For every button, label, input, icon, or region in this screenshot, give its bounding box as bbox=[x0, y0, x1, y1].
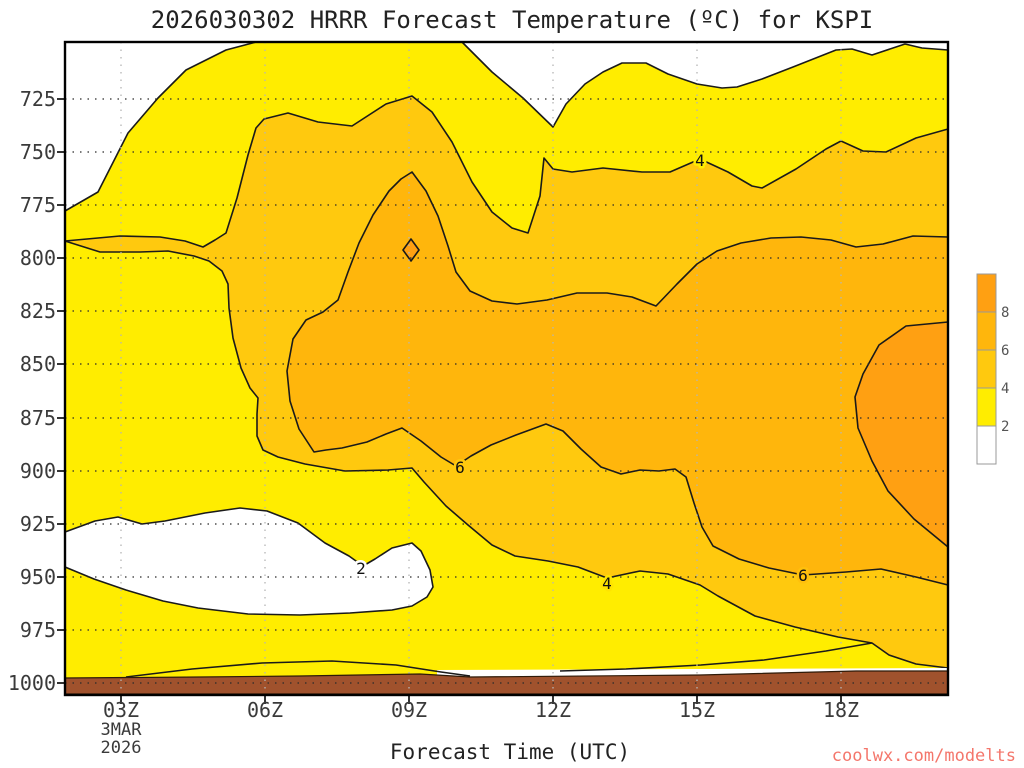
contour-fills bbox=[64, 41, 949, 695]
ylabel-950: 950 bbox=[20, 565, 56, 589]
x-axis-title: Forecast Time (UTC) bbox=[390, 740, 630, 764]
fill-diamond-gt8 bbox=[402, 238, 420, 262]
contour-labels: 4 6 2 4 6 bbox=[354, 149, 811, 596]
y-axis-ticks bbox=[57, 98, 65, 684]
xlabel-15z: 15Z bbox=[679, 698, 715, 722]
contour-label-2-low: 2 bbox=[356, 559, 366, 578]
ylabel-750: 750 bbox=[20, 140, 56, 164]
colorbar-segment-2-4 bbox=[976, 387, 997, 427]
colorbar: 8 6 4 2 bbox=[976, 273, 1009, 465]
colorbar-label-2: 2 bbox=[1001, 419, 1009, 435]
ylabel-900: 900 bbox=[20, 459, 56, 483]
ylabel-1000: 1000 bbox=[8, 671, 56, 695]
colorbar-label-8: 8 bbox=[1001, 305, 1009, 321]
contour-label-4-low: 4 bbox=[602, 574, 612, 593]
chart-title: 2026030302 HRRR Forecast Temperature (ºC… bbox=[151, 6, 873, 34]
start-date-year: 2026 bbox=[101, 738, 142, 758]
watermark-link[interactable]: coolwx.com/modelts bbox=[832, 746, 1016, 766]
colorbar-segment-gt8 bbox=[976, 273, 997, 313]
start-date-day-month: 3MAR bbox=[101, 720, 143, 740]
xlabel-12z: 12Z bbox=[535, 698, 571, 722]
xlabel-06z: 06Z bbox=[247, 698, 283, 722]
ylabel-825: 825 bbox=[20, 299, 56, 323]
ylabel-800: 800 bbox=[20, 246, 56, 270]
plot-border bbox=[63, 40, 950, 697]
contour-line-surface-arc bbox=[125, 660, 471, 678]
ylabel-875: 875 bbox=[20, 406, 56, 430]
ylabel-975: 975 bbox=[20, 618, 56, 642]
colorbar-segment-lt2 bbox=[976, 425, 997, 465]
ylabel-775: 775 bbox=[20, 193, 56, 217]
x-axis-ticks bbox=[120, 695, 842, 704]
ylabel-850: 850 bbox=[20, 352, 56, 376]
colorbar-segment-4-6 bbox=[976, 349, 997, 389]
contour-line-wedge-bottom bbox=[559, 642, 873, 672]
horizontal-gridlines bbox=[65, 98, 948, 684]
fill-band-6-8 bbox=[286, 171, 949, 586]
colorbar-label-6: 6 bbox=[1001, 343, 1009, 359]
xlabel-18z: 18Z bbox=[823, 698, 859, 722]
contour-label-6-low: 6 bbox=[798, 566, 808, 585]
fill-cold-low-level bbox=[64, 507, 434, 616]
fill-cold-top-middle bbox=[461, 41, 949, 128]
y-axis-labels: 725 750 775 800 825 850 875 900 925 950 … bbox=[8, 87, 56, 695]
x-axis-labels: 03Z 06Z 09Z 12Z 15Z 18Z 3MAR 2026 bbox=[101, 698, 860, 758]
colorbar-segment-6-8 bbox=[976, 311, 997, 351]
xlabel-03z: 03Z bbox=[103, 698, 139, 722]
colorbar-label-4: 4 bbox=[1001, 381, 1009, 397]
ylabel-925: 925 bbox=[20, 512, 56, 536]
contour-label-6-mid: 6 bbox=[455, 458, 465, 477]
ylabel-725: 725 bbox=[20, 87, 56, 111]
contour-label-4-upper: 4 bbox=[695, 151, 705, 170]
fill-band-gt8 bbox=[854, 321, 949, 548]
xlabel-09z: 09Z bbox=[391, 698, 427, 722]
